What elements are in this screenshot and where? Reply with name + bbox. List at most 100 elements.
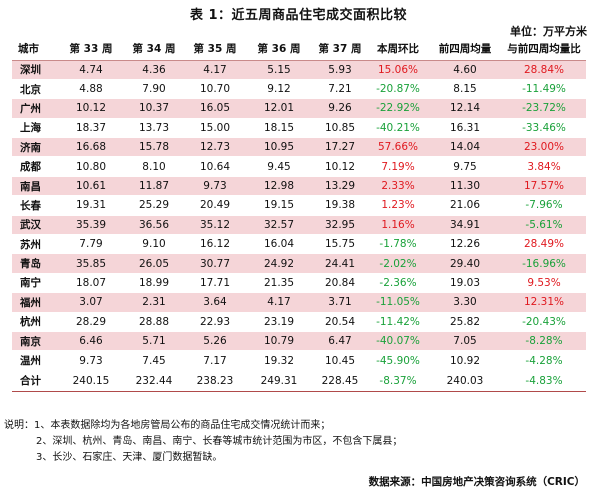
cell-wow: 57.66% <box>368 137 428 158</box>
col-header-w34: 第 34 周 <box>124 38 184 61</box>
cell-avg4: 10.92 <box>428 350 502 371</box>
cell-w33: 6.46 <box>58 331 124 352</box>
cell-w34: 26.05 <box>124 253 184 274</box>
cell-w35: 10.70 <box>184 79 246 100</box>
cell-w33: 3.07 <box>58 292 124 313</box>
cell-w37: 6.47 <box>312 331 368 352</box>
cell-w37: 7.21 <box>312 79 368 100</box>
cell-w35: 5.26 <box>184 331 246 352</box>
cell-vsavg: -8.28% <box>502 331 586 352</box>
cell-w33: 7.79 <box>58 234 124 255</box>
cell-city: 长春 <box>12 195 58 216</box>
header-row: 城市 第 33 周 第 34 周 第 35 周 第 36 周 第 37 周 本周… <box>12 38 586 61</box>
table-row: 武汉 35.39 36.56 35.12 32.57 32.95 1.16% 34.91 -5.… <box>12 215 586 236</box>
cell-w33: 4.74 <box>58 60 124 80</box>
col-header-vsavg: 与前四周均量比 <box>502 38 586 61</box>
cell-w36: 10.79 <box>246 331 312 352</box>
cell-w36: 21.35 <box>246 273 312 294</box>
cell-city: 南京 <box>12 331 58 352</box>
cell-w34: 2.31 <box>124 292 184 313</box>
cell-w35: 17.71 <box>184 273 246 294</box>
weekly-area-table: 城市 第 33 周 第 34 周 第 35 周 第 36 周 第 37 周 本周… <box>12 38 586 392</box>
cell-wow: -1.78% <box>368 234 428 255</box>
cell-w35: 15.00 <box>184 118 246 139</box>
cell-w35: 30.77 <box>184 253 246 274</box>
cell-wow: -11.42% <box>368 312 428 332</box>
table-row: 南昌 10.61 11.87 9.73 12.98 13.29 2.33% 11.30 17.5… <box>12 176 586 197</box>
cell-avg4: 9.75 <box>428 156 502 177</box>
table-title: 表 1：近五周商品住宅成交面积比较 <box>189 8 408 23</box>
cell-vsavg: -5.61% <box>502 215 586 236</box>
notes: 说明：1、本表数据除均为各地房管局公布的商品住宅成交情况统计而来； 2、深圳、杭… <box>4 418 402 466</box>
cell-w34: 10.37 <box>124 98 184 119</box>
cell-w36: 18.15 <box>246 118 312 139</box>
cell-wow: -2.02% <box>368 253 428 274</box>
cell-avg4: 34.91 <box>428 215 502 236</box>
cell-city: 南宁 <box>12 273 58 294</box>
note-3: 3、长沙、石家庄、天津、厦门数据暂缺。 <box>36 452 223 463</box>
cell-w36: 23.19 <box>246 312 312 332</box>
cell-w37: 19.38 <box>312 195 368 216</box>
cell-w37: 20.54 <box>312 312 368 332</box>
cell-vsavg: -16.96% <box>502 253 586 274</box>
cell-w34: 9.10 <box>124 234 184 255</box>
cell-w34: 25.29 <box>124 195 184 216</box>
cell-w36: 9.12 <box>246 79 312 100</box>
cell-avg4: 29.40 <box>428 253 502 274</box>
cell-city: 南昌 <box>12 176 58 197</box>
cell-vsavg: -11.49% <box>502 79 586 100</box>
cell-w37: 10.12 <box>312 156 368 177</box>
cell-w36: 12.98 <box>246 176 312 197</box>
cell-w37: 13.29 <box>312 176 368 197</box>
cell-wow: -40.07% <box>368 331 428 352</box>
cell-wow: -40.21% <box>368 118 428 139</box>
cell-wow: -45.90% <box>368 350 428 371</box>
cell-vsavg: 12.31% <box>502 292 586 313</box>
cell-wow: -20.87% <box>368 79 428 100</box>
cell-w35: 10.64 <box>184 156 246 177</box>
cell-city: 杭州 <box>12 312 58 332</box>
col-header-w36: 第 36 周 <box>246 38 312 61</box>
cell-wow: 15.06% <box>368 60 428 80</box>
cell-w36: 19.15 <box>246 195 312 216</box>
cell-w36: 16.04 <box>246 234 312 255</box>
col-header-w37: 第 37 周 <box>312 38 368 61</box>
table-row: 长春 19.31 25.29 20.49 19.15 19.38 1.23% 21.06 -7.… <box>12 195 586 216</box>
cell-w36: 4.17 <box>246 292 312 313</box>
cell-vsavg: 28.84% <box>502 60 586 80</box>
cell-w37: 17.27 <box>312 137 368 158</box>
total-w35: 238.23 <box>184 369 246 392</box>
total-w33: 240.15 <box>58 369 124 392</box>
cell-avg4: 7.05 <box>428 331 502 352</box>
cell-w34: 5.71 <box>124 331 184 352</box>
cell-avg4: 14.04 <box>428 137 502 158</box>
cell-w36: 32.57 <box>246 215 312 236</box>
cell-city: 福州 <box>12 292 58 313</box>
cell-w35: 35.12 <box>184 215 246 236</box>
cell-w35: 12.73 <box>184 137 246 158</box>
cell-wow: 1.16% <box>368 215 428 236</box>
cell-vsavg: -7.96% <box>502 195 586 216</box>
cell-w35: 9.73 <box>184 176 246 197</box>
table-body: 深圳 4.74 4.36 4.17 5.15 5.93 15.06% 4.60 28.84% 北京… <box>12 60 586 371</box>
total-w37: 228.45 <box>312 369 368 392</box>
cell-w33: 35.39 <box>58 215 124 236</box>
table-row: 苏州 7.79 9.10 16.12 16.04 15.75 -1.78% 12.26 28.4… <box>12 234 586 255</box>
cell-wow: -2.36% <box>368 273 428 294</box>
cell-wow: 2.33% <box>368 176 428 197</box>
cell-w33: 18.37 <box>58 118 124 139</box>
cell-w33: 9.73 <box>58 350 124 371</box>
cell-vsavg: 23.00% <box>502 137 586 158</box>
total-wow: -8.37% <box>368 369 428 392</box>
cell-city: 苏州 <box>12 234 58 255</box>
table-row: 温州 9.73 7.45 7.17 19.32 10.45 -45.90% 10.92 -4.2… <box>12 350 586 371</box>
cell-wow: 1.23% <box>368 195 428 216</box>
cell-w37: 32.95 <box>312 215 368 236</box>
cell-w33: 16.68 <box>58 137 124 158</box>
cell-w34: 36.56 <box>124 215 184 236</box>
cell-avg4: 8.15 <box>428 79 502 100</box>
table-row: 青岛 35.85 26.05 30.77 24.92 24.41 -2.02% 29.40 -1… <box>12 253 586 274</box>
cell-w35: 20.49 <box>184 195 246 216</box>
cell-w34: 13.73 <box>124 118 184 139</box>
cell-city: 广州 <box>12 98 58 119</box>
